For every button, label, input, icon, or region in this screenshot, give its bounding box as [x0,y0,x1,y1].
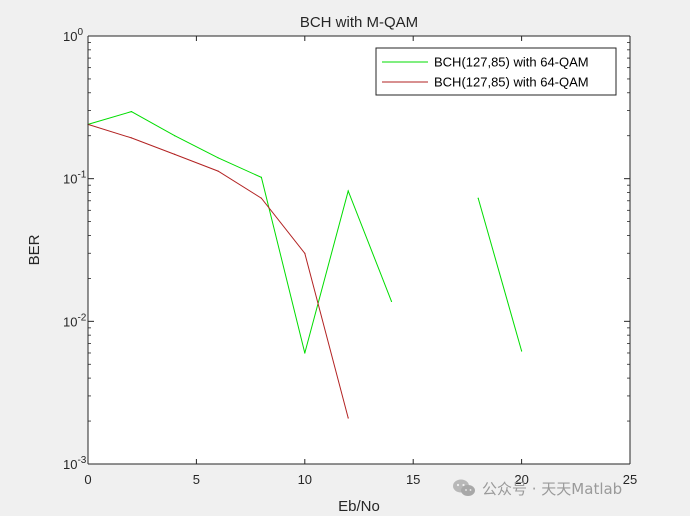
x-tick-label: 25 [623,472,637,487]
series-2-point [130,137,132,139]
series-1-point [521,350,523,352]
series-1-point [347,190,349,192]
series-2-point [174,153,176,155]
series-1-point [217,157,219,159]
legend-box [375,47,617,96]
series-1-point [477,197,479,199]
x-tick-label: 5 [193,472,200,487]
legend: BCH(127,85) with 64-QAM BCH(127,85) with… [375,47,617,96]
axes-frame [87,35,631,465]
x-tick-label: 10 [298,472,312,487]
y-tick-label: 10-1 [63,170,87,187]
watermark-text: 公众号 · 天天Matlab [482,479,623,498]
y-axis-label: BER [26,234,43,265]
x-axis-label: Eb/No [338,498,380,515]
series-2-point [217,170,219,172]
series-1-point [260,176,262,178]
plot-area [88,36,630,464]
x-tick-label: 20 [514,472,528,487]
series-1-point [130,111,132,113]
series-2-point [260,197,262,199]
series-2-point [304,252,306,254]
y-tick-label: 10-2 [63,312,87,329]
series-1-point [304,352,306,354]
chart-title: BCH with M-QAM [300,14,418,31]
series-2-point [347,417,349,419]
series-1-point [390,300,393,302]
legend-label-series-2: BCH(127,85) with 64-QAM [434,75,589,90]
series-1-line-segment-2 [477,198,523,352]
y-tick-label: 100 [63,27,83,44]
series-1-point [174,135,176,137]
legend-label-series-1: BCH(127,85) with 64-QAM [434,55,589,70]
x-tick-label: 0 [84,472,91,487]
tick-layer: 0 5 10 15 20 25 100 10-1 10-2 10-3 [63,27,637,487]
y-tick-label: 10-3 [63,455,87,472]
series-1-line-segment-1 [87,111,392,354]
x-tick-label: 15 [406,472,420,487]
wechat-icon [453,479,475,496]
watermark: 公众号 · 天天Matlab [452,476,622,500]
